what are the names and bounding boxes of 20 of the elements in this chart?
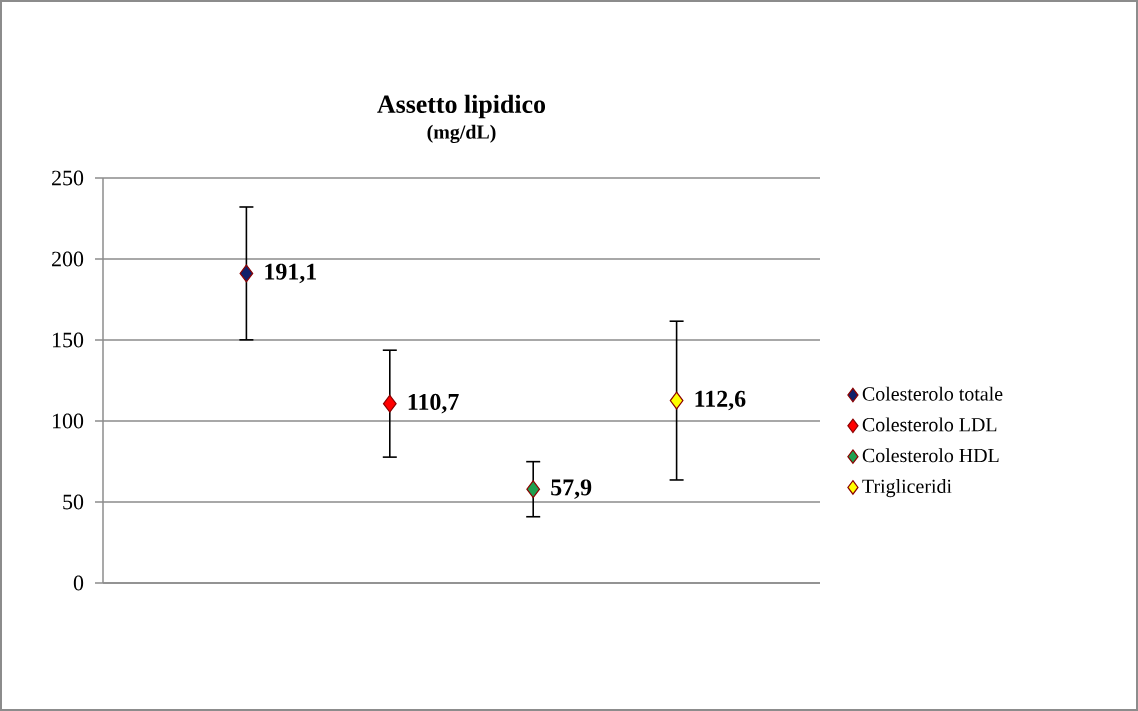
point — [526, 480, 541, 499]
y-tick-label: 50 — [63, 494, 84, 510]
data-label: 112,6 — [695, 390, 746, 411]
data-label: 191,1 — [265, 263, 316, 284]
y-tick-label: 200 — [52, 251, 84, 267]
chart-subtitle: (mg/dL) — [427, 124, 496, 144]
y-tick-label: 0 — [73, 575, 84, 591]
legend-label: Colesterolo HDL — [862, 448, 999, 463]
point — [669, 391, 684, 410]
data-label: 57,9 — [551, 479, 592, 499]
y-tick-label: 150 — [53, 332, 84, 348]
point — [382, 394, 397, 413]
legend-label: Colesterolo LDL — [862, 417, 997, 432]
legend-label: Colesterolo totale — [862, 386, 1003, 401]
y-tick-label: 100 — [53, 413, 84, 429]
data-label: 110,7 — [408, 393, 459, 414]
point — [239, 264, 254, 283]
y-tick-label: 250 — [52, 170, 84, 186]
chart-title: Assetto lipidico — [377, 94, 546, 119]
legend-label: Trigliceridi — [862, 478, 952, 498]
